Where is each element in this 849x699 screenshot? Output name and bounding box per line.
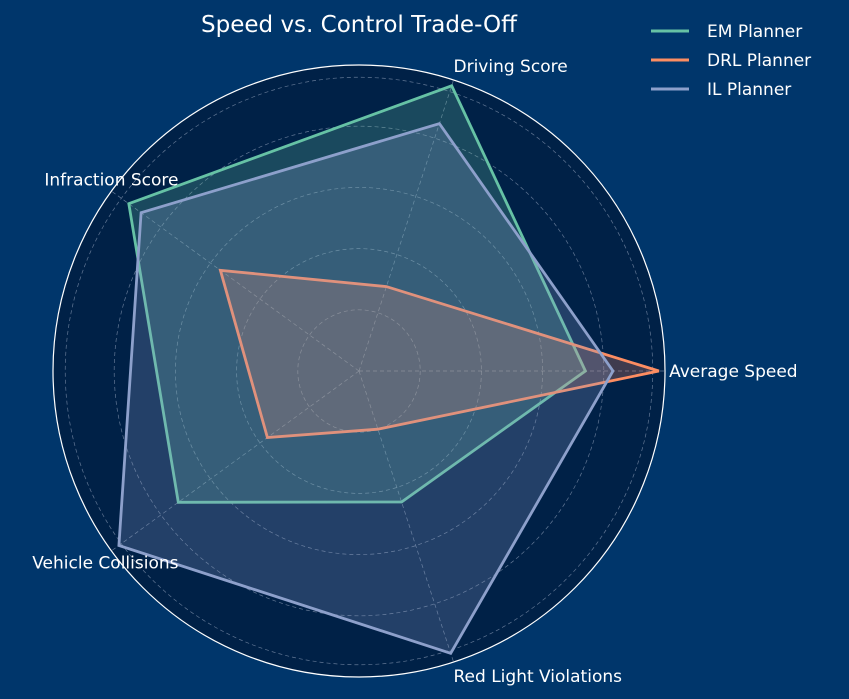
plot-area: Average Speed Driving Score Infraction Sco…	[32, 57, 797, 687]
series-area-2	[220, 270, 659, 438]
spoke-line	[111, 190, 360, 372]
grid-ring-1	[297, 309, 421, 433]
legend: EM Planner DRL Planner IL Planner	[651, 22, 811, 100]
spoke-line	[358, 370, 454, 663]
grid-ring-4	[113, 125, 605, 617]
axis-label: Average Speed	[669, 362, 798, 382]
polar-frame	[52, 64, 666, 678]
axis-label: Vehicle Collisions	[32, 554, 178, 574]
axis-label: Driving Score	[454, 57, 568, 77]
spoke-line	[358, 79, 454, 372]
axis-label: Red Light Violations	[454, 667, 623, 687]
series-line-3	[117, 121, 615, 655]
legend-label: EM Planner	[707, 22, 802, 42]
axis-label: Infraction Score	[44, 171, 178, 191]
legend-label: IL Planner	[707, 80, 791, 100]
series-area-3	[118, 123, 614, 654]
legend-label: DRL Planner	[707, 51, 811, 71]
chart-title: Speed vs. Control Trade-Off	[201, 12, 518, 38]
series-line-1	[127, 84, 588, 504]
spoke-line	[111, 370, 360, 552]
series-area-1	[128, 85, 586, 503]
series-line-2	[218, 268, 660, 439]
